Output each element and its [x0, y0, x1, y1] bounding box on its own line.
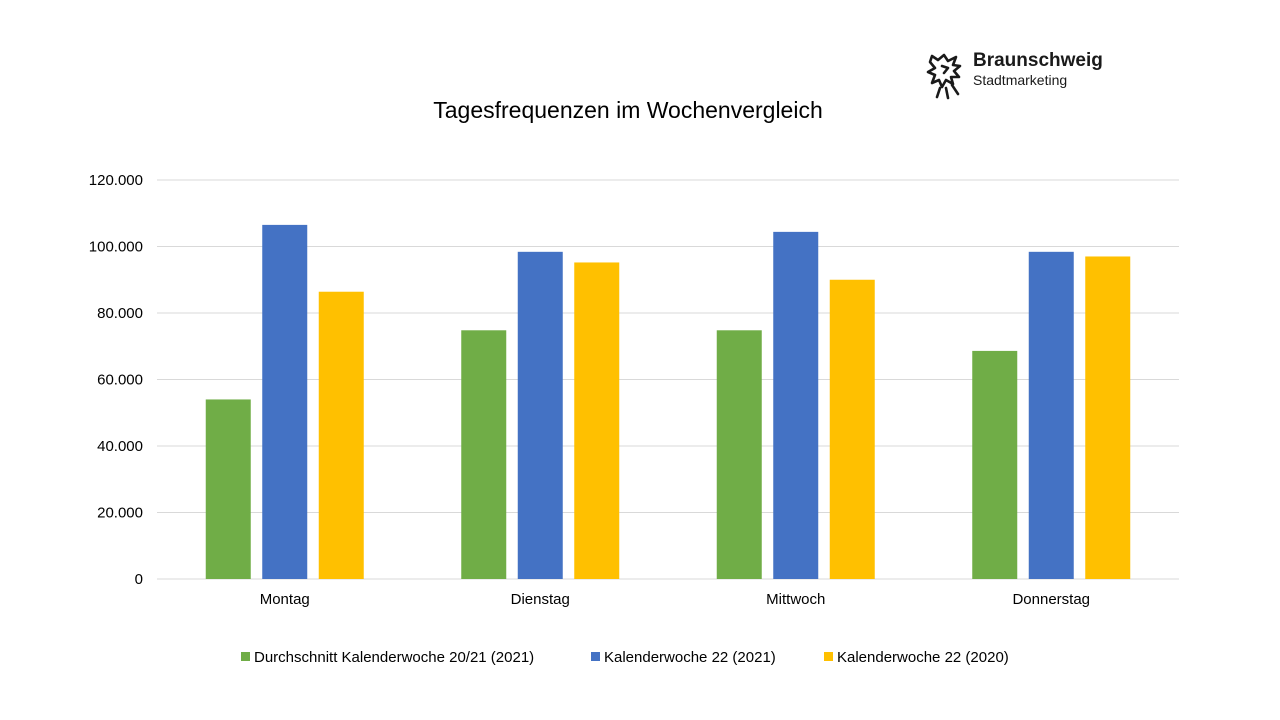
bar-montag-series-2 — [262, 224, 308, 579]
y-tick-label: 20.000 — [97, 505, 143, 522]
legend-swatch — [591, 652, 600, 661]
x-tick-label: Mittwoch — [766, 591, 825, 608]
legend-swatch — [824, 652, 833, 661]
gridlines — [157, 179, 1179, 580]
y-tick-label: 120.000 — [89, 172, 143, 189]
lion-emblem-icon — [926, 53, 962, 100]
bars — [205, 224, 1131, 579]
bar-mittwoch-series-3 — [829, 279, 875, 579]
bar-montag-series-3 — [318, 291, 364, 579]
y-tick-label: 100.000 — [89, 239, 143, 256]
bar-donnerstag-series-3 — [1085, 256, 1131, 579]
bar-montag-series-1 — [205, 399, 251, 579]
bar-dienstag-series-3 — [574, 262, 620, 579]
brand-logo: Braunschweig Stadtmarketing — [926, 50, 1126, 102]
bar-dienstag-series-1 — [461, 330, 507, 579]
chart-title: Tagesfrequenzen im Wochenvergleich — [433, 97, 823, 123]
x-axis-tick-labels: Montag Dienstag Mittwoch Donnerstag — [260, 591, 1090, 608]
bar-mittwoch-series-2 — [773, 231, 819, 579]
y-axis-tick-labels: 0 20.000 40.000 60.000 80.000 100.000 120.000 — [89, 172, 143, 588]
logo-subtitle: Stadtmarketing — [973, 72, 1068, 88]
x-tick-label: Dienstag — [511, 591, 570, 608]
x-tick-label: Montag — [260, 591, 310, 608]
legend-label: Durchschnitt Kalenderwoche 20/21 (2021) — [254, 649, 534, 666]
legend-label: Kalenderwoche 22 (2020) — [837, 649, 1009, 666]
legend-swatch — [241, 652, 250, 661]
bar-donnerstag-series-2 — [1028, 251, 1074, 579]
y-tick-label: 0 — [135, 571, 143, 588]
bar-mittwoch-series-1 — [716, 330, 762, 579]
legend-label: Kalenderwoche 22 (2021) — [604, 649, 776, 666]
legend: Durchschnitt Kalenderwoche 20/21 (2021) K… — [241, 649, 1009, 666]
y-tick-label: 80.000 — [97, 305, 143, 322]
bar-dienstag-series-2 — [517, 251, 563, 579]
y-tick-label: 40.000 — [97, 438, 143, 455]
logo-name: Braunschweig — [973, 50, 1103, 71]
y-tick-label: 60.000 — [97, 372, 143, 389]
bar-donnerstag-series-1 — [972, 350, 1018, 579]
x-tick-label: Donnerstag — [1012, 591, 1090, 608]
